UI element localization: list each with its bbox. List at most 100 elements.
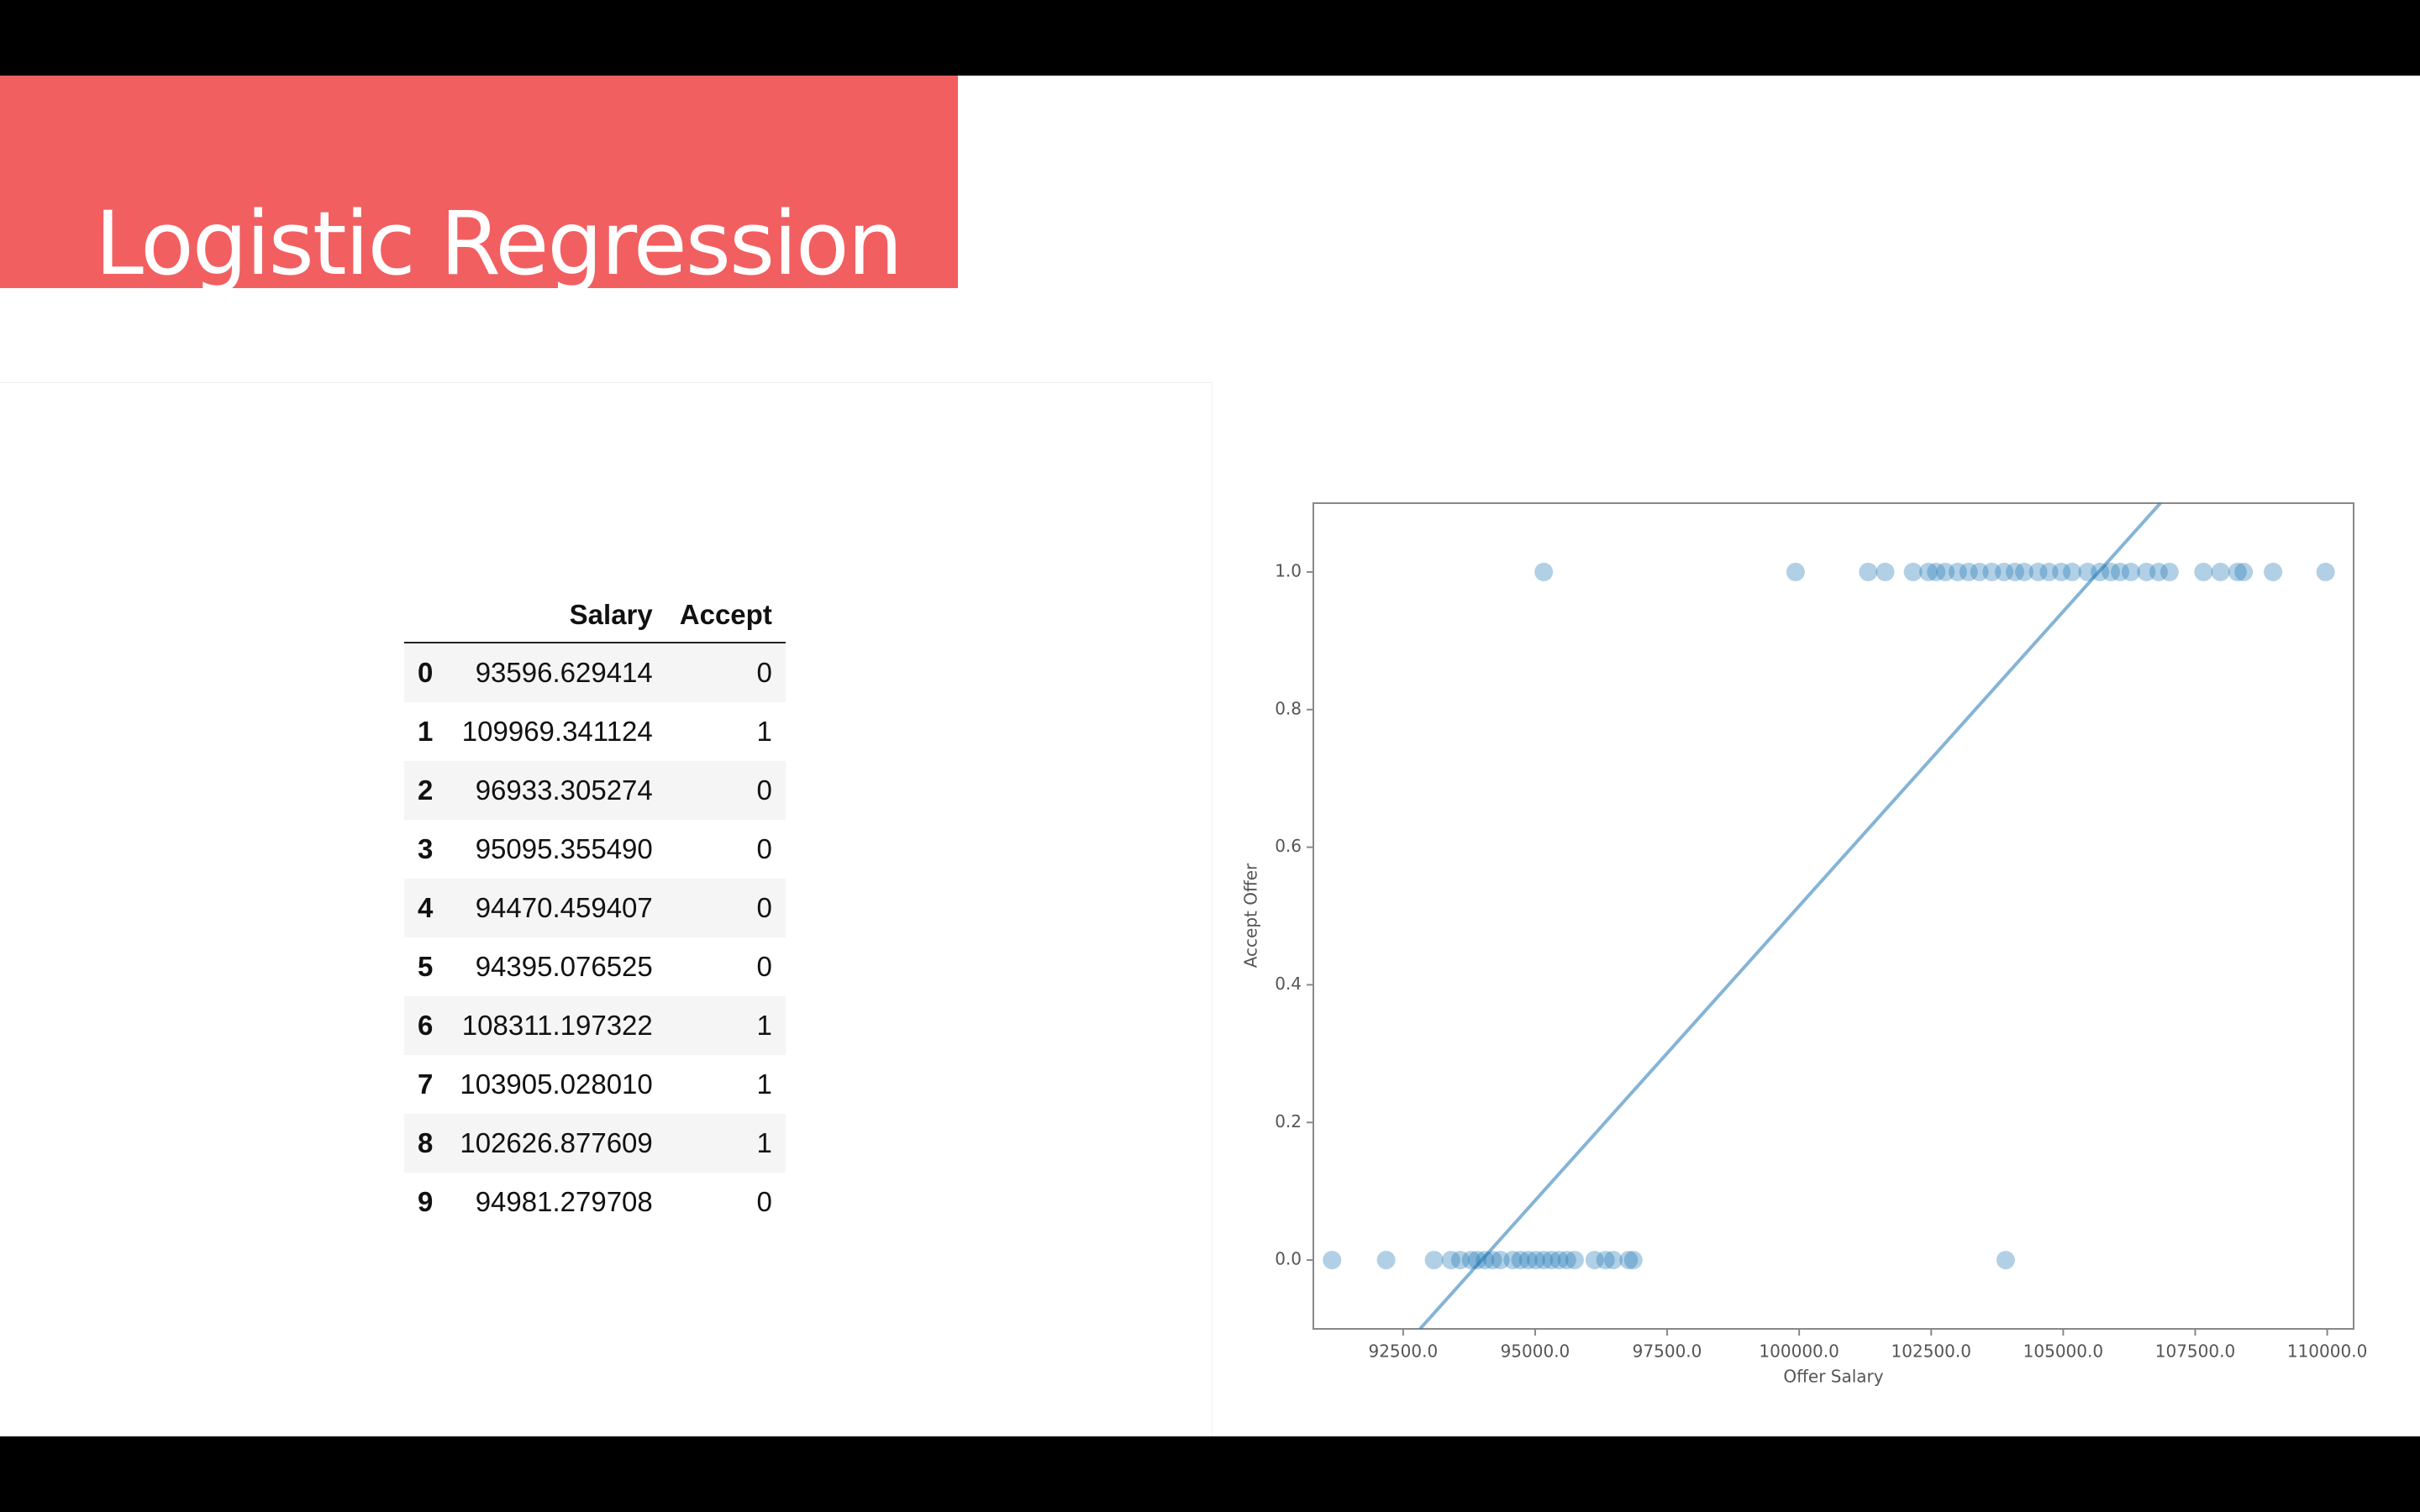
table-cell: 109969.341124 — [461, 716, 653, 747]
point — [1603, 1251, 1623, 1270]
table-row: 0 93596.629414 0 — [404, 643, 786, 702]
table-cell: 96933.305274 — [475, 774, 653, 806]
point — [2316, 562, 2335, 581]
row-index: 2 — [418, 774, 434, 806]
row-index: 4 — [418, 892, 434, 923]
table-cell: 1 — [756, 1068, 772, 1100]
point — [1534, 562, 1554, 581]
point — [2264, 562, 2283, 581]
y-tick-label: 0.0 — [1275, 1249, 1302, 1269]
point — [1542, 1251, 1561, 1270]
x-tick-label: 97500.0 — [1633, 1341, 1702, 1362]
table-cell: 95095.355490 — [475, 833, 653, 864]
point — [2005, 562, 2024, 581]
point — [2149, 562, 2168, 581]
point — [1859, 562, 1878, 581]
table-cell: 0 — [756, 833, 772, 864]
point — [1927, 562, 1946, 581]
point — [1468, 1251, 1487, 1270]
column-header: Accept — [666, 588, 786, 643]
point — [2137, 562, 2156, 581]
table-cell: 0 — [756, 774, 772, 806]
point — [1918, 562, 1938, 581]
point — [2211, 562, 2230, 581]
y-tick-label: 0.2 — [1275, 1111, 1302, 1131]
column-header: Salary — [446, 588, 666, 643]
row-index: 1 — [418, 716, 434, 747]
x-tick-label: 102500.0 — [1891, 1341, 1971, 1362]
table-row: 9 94981.279708 0 — [404, 1173, 786, 1231]
table-cell: 1 — [756, 1127, 772, 1158]
point — [2063, 562, 2082, 581]
point — [2015, 562, 2034, 581]
data-table: Salary Accept 0 93596.629414 0 1 109969.3411… — [404, 588, 786, 1231]
bottom-bar — [0, 1436, 2420, 1512]
x-axis-label: Offer Salary — [1783, 1367, 1883, 1387]
row-index: 9 — [418, 1186, 434, 1217]
row-index: 0 — [418, 657, 434, 688]
point — [1623, 1251, 1643, 1270]
table-cell: 0 — [756, 892, 772, 923]
table-row: 3 95095.355490 0 — [404, 820, 786, 879]
point — [1424, 1251, 1444, 1270]
row-index: 3 — [418, 833, 434, 864]
point — [2194, 562, 2213, 581]
point — [2234, 562, 2254, 581]
table-row: 5 94395.076525 0 — [404, 937, 786, 996]
top-bar — [0, 0, 2420, 76]
y-tick-label: 0.8 — [1275, 698, 1302, 718]
x-tick-label: 92500.0 — [1368, 1341, 1438, 1362]
table-row: 7 103905.028010 1 — [404, 1055, 786, 1114]
table-panel — [0, 382, 1213, 1437]
point — [1450, 1251, 1470, 1270]
row-index: 8 — [418, 1127, 434, 1158]
table-cell: 0 — [756, 951, 772, 982]
table-row: 2 96933.305274 0 — [404, 761, 786, 820]
point — [1786, 562, 1805, 581]
table-cell: 103905.028010 — [460, 1068, 653, 1100]
point — [1996, 1251, 2015, 1270]
point — [1903, 562, 1923, 581]
corner-cell — [404, 588, 447, 643]
point — [2102, 562, 2121, 581]
y-tick-label: 0.4 — [1275, 974, 1302, 994]
point — [1970, 562, 1989, 581]
point — [1557, 1251, 1576, 1270]
x-tick-label: 95000.0 — [1501, 1341, 1570, 1362]
table-row: 6 108311.197322 1 — [404, 996, 786, 1055]
point — [1959, 562, 1978, 581]
point — [1441, 1251, 1460, 1270]
point — [1619, 1251, 1639, 1270]
point — [2028, 562, 2048, 581]
point — [2052, 562, 2071, 581]
point — [1323, 1251, 1342, 1270]
point — [1948, 562, 1967, 581]
table-row: 1 109969.341124 1 — [404, 702, 786, 761]
table-cell: 94470.459407 — [475, 892, 653, 923]
table-row: 4 94470.459407 0 — [404, 879, 786, 937]
x-tick-label: 107500.0 — [2155, 1341, 2235, 1362]
point — [1549, 1251, 1569, 1270]
table-body: 0 93596.629414 0 1 109969.341124 1 2 96933.3052… — [404, 643, 786, 1231]
point — [2121, 562, 2140, 581]
table-cell: 1 — [756, 716, 772, 747]
plot-area — [1323, 503, 2335, 1329]
row-index: 6 — [418, 1010, 434, 1041]
plot-frame — [1313, 502, 2354, 1330]
table-cell: 0 — [756, 657, 772, 688]
x-tick-label: 100000.0 — [1759, 1341, 1839, 1362]
point — [1534, 1251, 1554, 1270]
point — [1376, 1251, 1396, 1270]
point — [2039, 562, 2059, 581]
point — [1503, 1251, 1523, 1270]
point — [1876, 562, 1895, 581]
point — [1995, 562, 2014, 581]
slide-title: Logistic Regression — [95, 192, 903, 295]
point — [2078, 562, 2097, 581]
point — [1585, 1251, 1604, 1270]
point — [1982, 562, 2002, 581]
point — [1596, 1251, 1615, 1270]
point — [2111, 562, 2130, 581]
